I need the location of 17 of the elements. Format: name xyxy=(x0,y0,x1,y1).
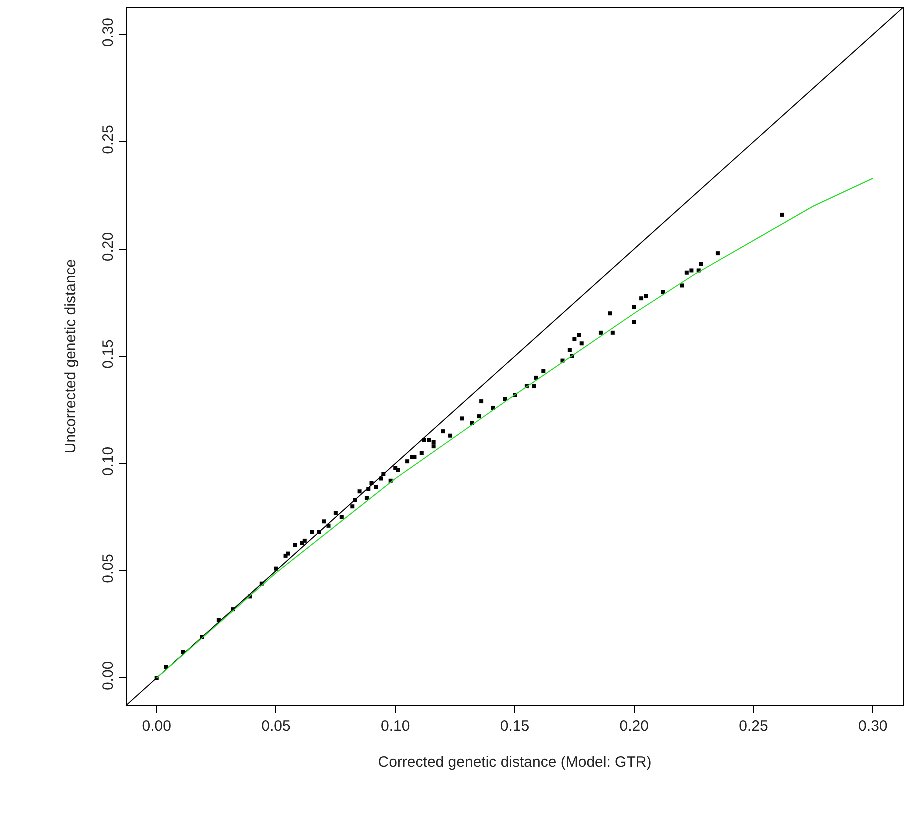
y-tick-label: 0.30 xyxy=(100,18,117,48)
x-tick-label: 0.10 xyxy=(381,718,410,735)
y-tick-label: 0.15 xyxy=(100,340,117,369)
y-tick-label: 0.25 xyxy=(100,125,117,154)
x-tick-label: 0.05 xyxy=(262,718,291,735)
y-tick-label: 0.20 xyxy=(100,232,117,262)
y-axis-title: Uncorrected genetic distance xyxy=(62,259,80,454)
line-series xyxy=(156,178,874,679)
x-axis-title: Corrected genetic distance (Model: GTR) xyxy=(378,754,652,771)
y-tick-label: 0.00 xyxy=(100,661,117,691)
y-tick-label: 0.10 xyxy=(100,446,117,476)
y-tick-label: 0.05 xyxy=(100,554,117,584)
x-tick-label: 0.15 xyxy=(500,718,530,735)
x-tick-label: 0.00 xyxy=(142,718,172,735)
x-tick-label: 0.20 xyxy=(620,718,649,735)
x-tick-label: 0.25 xyxy=(739,718,768,735)
x-tick-label: 0.30 xyxy=(858,718,888,735)
